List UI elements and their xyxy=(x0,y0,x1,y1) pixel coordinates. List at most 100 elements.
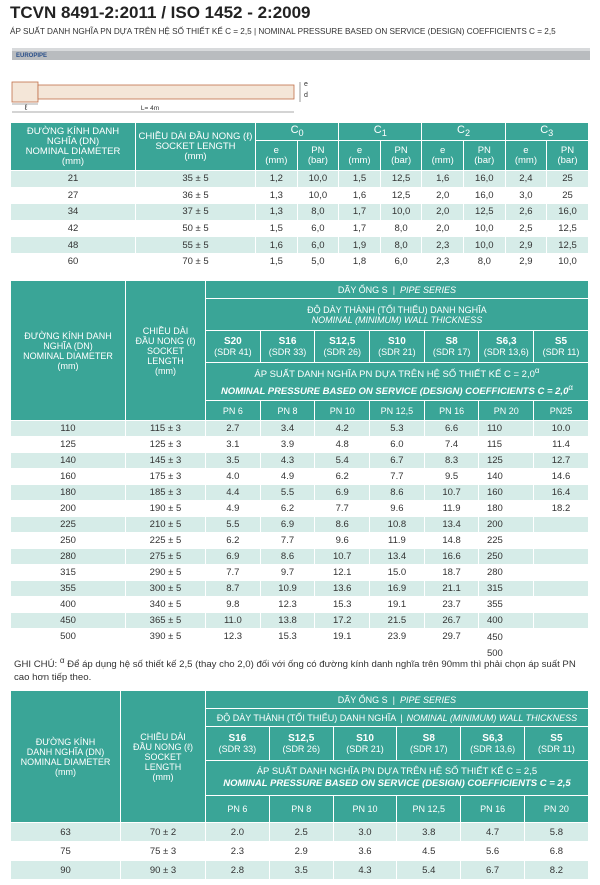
cell: 340 ± 5 xyxy=(125,596,206,613)
cell: 1,5 xyxy=(255,219,298,238)
cell: 6.2 xyxy=(205,532,261,549)
cell: 225 xyxy=(10,516,126,533)
cell: 12.1 xyxy=(314,564,371,581)
data-row: 63 70 ± 2 2.0 2.5 3.0 3.8 4.7 5.8 xyxy=(10,822,589,842)
cell: 18.2 xyxy=(533,500,589,517)
thickness-label: e xyxy=(304,81,308,88)
cell: 10.0 xyxy=(533,420,589,437)
cell: 13.4 xyxy=(369,548,425,565)
cell: 9.8 xyxy=(205,596,261,613)
cell: 4.0 xyxy=(205,468,261,485)
cell: 4.8 xyxy=(314,436,371,453)
cell: 4.9 xyxy=(259,468,316,485)
pn-header: PN 8 xyxy=(268,795,334,823)
cell: 42 xyxy=(10,219,136,238)
cell: 450 xyxy=(10,612,126,629)
pn20-value: 250 xyxy=(486,551,503,563)
cell: 3.1 xyxy=(205,436,261,453)
data-row: 180 185 ± 3 4.4 5.5 6.9 8.6 10.7 16.4 xyxy=(10,484,589,501)
sdr: (SDR 11) xyxy=(537,744,575,754)
wall-header: ĐỘ DÀY THÀNH (TỐI THIỂU) DANH NGHĨA NOMIN… xyxy=(205,298,589,331)
sub-header: e (mm) xyxy=(421,140,464,171)
cell: 60 xyxy=(10,252,136,271)
data-row: 400 340 ± 5 9.8 12.3 15.3 19.1 23.7 xyxy=(10,596,589,613)
cell: 7.7 xyxy=(259,532,316,549)
pn-header: PN 6 xyxy=(205,400,261,421)
cell: 4.3 xyxy=(259,452,316,469)
note-mark: α xyxy=(59,656,65,665)
cell xyxy=(478,548,535,565)
series-label: DÃY ỐNG S xyxy=(337,694,388,705)
cell: 63 xyxy=(10,822,121,842)
cell: 1,9 xyxy=(338,236,381,254)
cell: 10.7 xyxy=(423,484,480,501)
series-cell: S8 (SDR 17) xyxy=(396,726,462,761)
cell: 55 ± 5 xyxy=(135,236,256,254)
cell: 2,0 xyxy=(421,219,464,238)
data-row: 200 190 ± 5 4.9 6.2 7.7 9.6 11.9 18.2 xyxy=(10,500,589,517)
cell: 16.9 xyxy=(369,580,425,597)
cell xyxy=(533,532,589,549)
pressure-header: ÁP SUẤT DANH NGHĨA PN DỰA TRÊN HỆ SỐ THI… xyxy=(205,760,589,796)
series-name: S10 xyxy=(388,336,406,347)
sub-header: PN (bar) xyxy=(463,140,506,171)
pressure-header: ÁP SUẤT DANH NGHĨA PN DỰA TRÊN HỆ SỐ THI… xyxy=(205,362,589,401)
cell: 12,5 xyxy=(546,236,589,254)
cell: 10,0 xyxy=(463,236,506,254)
series-name: S5 xyxy=(554,336,568,347)
data-row: 450 365 ± 5 11.0 13.8 17.2 21.5 26.7 xyxy=(10,612,589,629)
cell: 4.5 xyxy=(396,841,462,861)
cell: 4.2 xyxy=(314,420,371,437)
data-row: 110 115 ± 3 2.7 3.4 4.2 5.3 6.6 10.0 xyxy=(10,420,589,437)
cell: 12,5 xyxy=(546,219,589,238)
header-row: ĐƯỜNG KÍNH DANH NGHĨA (DN) NOMINAL DIAME… xyxy=(10,690,589,823)
cell: 225 ± 5 xyxy=(125,532,206,549)
cell xyxy=(533,564,589,581)
pipe-outline xyxy=(37,84,295,100)
series-name: S6,3 xyxy=(482,733,503,744)
sdr: (SDR 17) xyxy=(410,744,448,754)
cell: 25 xyxy=(546,186,589,205)
cell: 4.7 xyxy=(460,822,525,842)
group-header: C1 xyxy=(338,122,423,141)
cell: 11.0 xyxy=(205,612,261,629)
spec-table: ĐƯỜNG KÍNH DANH NGHĨA (DN) NOMINAL DIAME… xyxy=(10,280,589,645)
series-cell: S10 (SDR 21) xyxy=(369,330,425,363)
cell: 29.7 xyxy=(423,628,480,645)
cell: 21.1 xyxy=(423,580,480,597)
brand: EUROPIPE xyxy=(16,53,47,59)
series-name: S12,5 xyxy=(329,336,356,347)
cell: 110 xyxy=(10,420,126,437)
series-cell: S6,3 (SDR 13,6) xyxy=(478,330,535,363)
data-row: 140 145 ± 3 3.5 4.3 5.4 6.7 8.3 12.7 xyxy=(10,452,589,469)
data-row: 42 50 ± 5 1,5 6,0 1,7 8,0 2,0 10,0 2,5 12,5 xyxy=(10,219,589,238)
cell: 26.7 xyxy=(423,612,480,629)
cell: 70 ± 2 xyxy=(120,822,206,842)
cell: 5.4 xyxy=(314,452,371,469)
cell: 2.9 xyxy=(268,841,334,861)
header-row: e (mm) PN (bar) e (mm) PN (bar) e (mm) PN (ba… xyxy=(11,140,589,171)
cell: 140 xyxy=(10,452,126,469)
cell: 250 xyxy=(10,532,126,549)
pn20-value: 200 xyxy=(486,518,503,530)
cell: 6.2 xyxy=(314,468,371,485)
note-label: GHI CHÚ: xyxy=(14,659,58,671)
pn-header: PN 16 xyxy=(423,400,480,421)
cell: 10,0 xyxy=(296,170,340,188)
header-row: ĐƯỜNG KÍNH DANH NGHĨA (DN) NOMINAL DIAME… xyxy=(10,122,589,171)
cell: 160 xyxy=(10,468,126,485)
cell: 1,2 xyxy=(255,170,298,188)
cell: 8.6 xyxy=(369,484,425,501)
cell: 75 xyxy=(10,841,121,861)
cell: 11.9 xyxy=(423,500,480,517)
cell: 23.9 xyxy=(369,628,425,645)
cell: 1,6 xyxy=(255,236,298,254)
cell: 10,0 xyxy=(296,186,340,205)
series-cell: S10 (SDR 21) xyxy=(332,726,398,761)
cell: 9.6 xyxy=(369,500,425,517)
spec-table: ĐƯỜNG KÍNH DANH NGHĨA (DN) NOMINAL DIAME… xyxy=(10,122,589,271)
cell: 5,0 xyxy=(296,252,340,271)
cell xyxy=(533,628,589,645)
cell: 125 xyxy=(10,436,126,453)
data-row: 48 55 ± 5 1,6 6,0 1,9 8,0 2,3 10,0 2,9 12,5 xyxy=(10,236,589,254)
